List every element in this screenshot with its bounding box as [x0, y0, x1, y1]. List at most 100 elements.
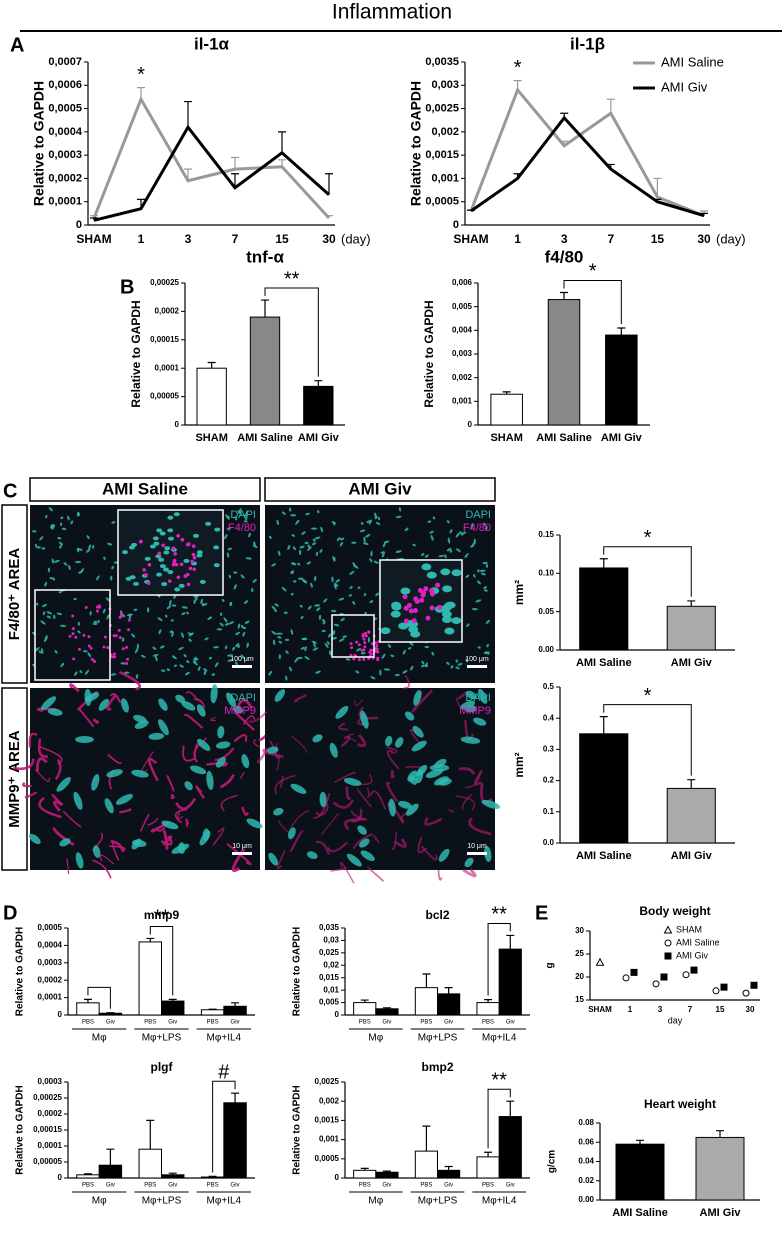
y-tick-label: 0,0025	[315, 1077, 340, 1086]
error-bar	[506, 1100, 515, 1117]
significance-label: *	[137, 64, 145, 86]
nucleus	[483, 586, 488, 589]
nucleus	[44, 581, 48, 587]
mmp9-signal	[289, 809, 310, 830]
nucleus	[169, 630, 174, 633]
x-tick-label: 15	[716, 1005, 725, 1014]
mmp9-signal	[139, 813, 150, 832]
error-bar	[106, 1012, 115, 1014]
y-tick-label: 0,0005	[38, 923, 63, 932]
nucleus	[161, 669, 166, 672]
error-bar	[502, 391, 511, 395]
nucleus	[390, 654, 395, 658]
f480-signal	[119, 612, 123, 616]
nucleus	[385, 735, 393, 747]
nucleus	[134, 647, 139, 654]
mmp9-signal	[340, 735, 351, 748]
nucleus	[357, 825, 367, 835]
y-tick-label: 0.00	[538, 645, 554, 654]
mmp9-signal	[462, 868, 477, 878]
f480-signal	[119, 614, 123, 618]
bar	[498, 948, 522, 1016]
nucleus	[205, 521, 212, 526]
nucleus	[40, 620, 46, 625]
error-bar	[360, 1167, 369, 1171]
nucleus	[382, 542, 386, 548]
nucleus	[290, 514, 297, 517]
group-label: Mφ+IL4	[207, 1196, 242, 1207]
nucleus	[106, 614, 110, 620]
legend-marker	[664, 952, 672, 960]
y-tick-label: 0.15	[538, 530, 554, 539]
bar-label: PBS	[82, 1183, 94, 1189]
f480-signal	[82, 633, 86, 637]
nucleus	[278, 640, 283, 644]
nucleus	[322, 621, 326, 625]
nucleus	[196, 704, 206, 717]
f480-signal	[411, 618, 417, 624]
f480-signal	[95, 605, 99, 609]
group-label: Mφ+LPS	[418, 1033, 458, 1044]
error-bar	[444, 1165, 453, 1171]
mmp9-signal	[468, 817, 492, 836]
nucleus	[317, 510, 320, 514]
legend-marker	[663, 925, 673, 934]
x-tick-label: AMI Saline	[237, 432, 293, 444]
nucleus	[121, 637, 125, 642]
nucleus	[199, 579, 206, 584]
nucleus	[40, 648, 44, 654]
f480-signal	[188, 566, 193, 571]
nucleus	[240, 654, 246, 660]
f480-signal	[117, 628, 121, 632]
nucleus	[342, 635, 347, 638]
nucleus	[402, 670, 408, 674]
nucleus	[305, 512, 310, 516]
mmp9-signal	[24, 791, 38, 799]
bar	[414, 987, 438, 1016]
bar-label: Giv	[231, 1183, 240, 1189]
mmp9-signal	[118, 808, 132, 814]
mmp9-signal	[186, 691, 200, 702]
significance-bracket	[212, 1080, 236, 1173]
nucleus	[240, 574, 245, 579]
mmp9-signal	[293, 694, 307, 703]
nucleus	[58, 591, 62, 594]
significance-label: **	[491, 904, 507, 926]
nucleus	[457, 662, 463, 666]
y-tick-label: 0	[453, 219, 459, 231]
nucleus	[380, 551, 386, 554]
nucleus	[54, 650, 58, 654]
nucleus	[40, 696, 57, 710]
mmp9-signal	[461, 793, 473, 810]
nucleus	[388, 798, 396, 817]
point	[720, 983, 728, 991]
error-bar	[653, 198, 662, 202]
mmp9-signal	[386, 749, 400, 770]
mmp9-signal	[109, 692, 122, 704]
nucleus	[192, 658, 199, 661]
nucleus	[409, 665, 414, 671]
nucleus	[157, 617, 163, 622]
mmp9-signal	[35, 757, 48, 772]
nucleus	[183, 654, 187, 658]
f480-signal	[429, 588, 435, 594]
f480-signal	[72, 657, 76, 661]
error-bar	[513, 80, 522, 90]
nucleus	[169, 599, 172, 606]
x-tick-label: 7	[607, 232, 614, 246]
nucleus	[224, 622, 230, 626]
nucleus	[213, 563, 220, 568]
nucleus	[431, 651, 435, 656]
nucleus	[314, 604, 321, 607]
error-bar	[184, 168, 192, 181]
nucleus	[381, 653, 386, 659]
nucleus	[183, 558, 190, 563]
nucleus	[188, 638, 192, 642]
bar-label: Giv	[168, 1183, 177, 1189]
chart-title: tnf-α	[246, 247, 284, 266]
f480-signal	[367, 630, 371, 634]
nucleus	[324, 642, 329, 648]
point	[595, 957, 605, 966]
nucleus	[312, 734, 323, 743]
